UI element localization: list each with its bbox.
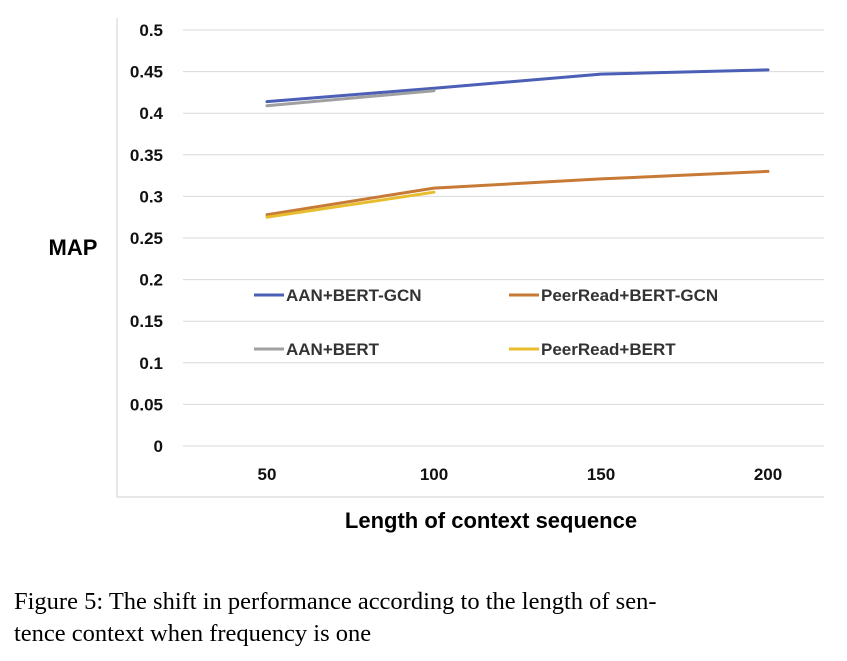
y-tick-label: 0.35 xyxy=(130,146,163,165)
x-tick-label: 100 xyxy=(420,465,448,484)
y-tick-label: 0.45 xyxy=(130,63,163,82)
y-tick-label: 0.15 xyxy=(130,312,163,331)
x-tick-label: 200 xyxy=(754,465,782,484)
y-tick-label: 0.1 xyxy=(139,354,163,373)
caption-line-1: Figure 5: The shift in performance accor… xyxy=(14,588,657,615)
y-axis-title: MAP xyxy=(49,235,98,260)
legend-label: AAN+BERT xyxy=(286,340,380,359)
x-axis-title: Length of context sequence xyxy=(345,508,637,533)
series-lines xyxy=(265,68,770,219)
x-tick-label: 150 xyxy=(587,465,615,484)
series-line xyxy=(265,68,770,104)
caption-line-2: tence context when frequency is one xyxy=(14,620,372,647)
y-tick-label: 0.3 xyxy=(139,187,163,206)
legend-label: PeerRead+BERT xyxy=(541,340,676,359)
y-tick-label: 0.4 xyxy=(139,104,163,123)
series-line xyxy=(265,169,770,217)
gridlines xyxy=(183,29,824,447)
x-tick-labels: 50 100 150 200 xyxy=(258,465,783,484)
chart: 0 0.05 0.1 0.15 0.2 0.25 0.3 0.35 0.4 0.45 0.5 50 1… xyxy=(49,18,824,533)
legend-label: PeerRead+BERT-GCN xyxy=(541,286,718,305)
figure-caption: Figure 5: The shift in performance accor… xyxy=(14,586,834,650)
y-tick-label: 0.25 xyxy=(130,229,163,248)
y-tick-label: 0.5 xyxy=(139,21,163,40)
series-line xyxy=(265,89,436,108)
series-line xyxy=(265,190,436,219)
y-tick-label: 0.05 xyxy=(130,395,163,414)
legend-label: AAN+BERT-GCN xyxy=(286,286,422,305)
y-tick-label: 0.2 xyxy=(139,271,163,290)
y-tick-label: 0 xyxy=(154,437,163,456)
y-tick-labels: 0 0.05 0.1 0.15 0.2 0.25 0.3 0.35 0.4 0.45 0.5 xyxy=(130,21,164,456)
x-tick-label: 50 xyxy=(258,465,277,484)
legend: AAN+BERT-GCN PeerRead+BERT-GCN AAN+BERT Pee… xyxy=(254,286,718,359)
